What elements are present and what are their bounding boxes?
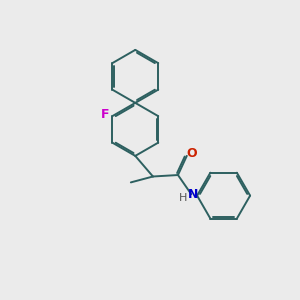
Text: O: O	[187, 147, 197, 160]
Text: F: F	[101, 108, 109, 121]
Text: H: H	[179, 193, 187, 203]
Text: N: N	[188, 188, 198, 201]
